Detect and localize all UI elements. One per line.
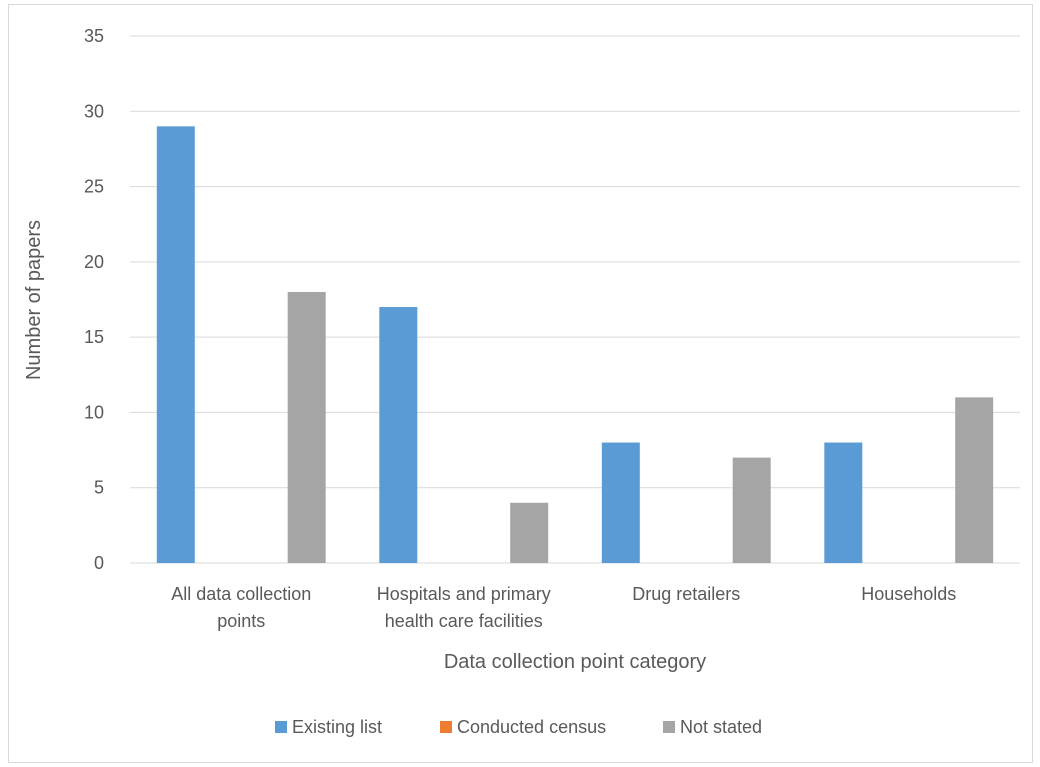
bar-not-stated <box>510 502 549 563</box>
x-axis-title: Data collection point category <box>444 651 706 673</box>
legend-label-conducted-census: Conducted census <box>457 717 606 737</box>
legend-swatch-conducted-census <box>440 721 452 733</box>
y-tick-label: 5 <box>94 478 104 498</box>
legend-swatch-not-stated <box>663 721 675 733</box>
y-tick-label: 10 <box>84 402 104 422</box>
legend-label-not-stated: Not stated <box>680 717 762 737</box>
bar-not-stated <box>287 291 326 563</box>
legend-label-existing-list: Existing list <box>292 717 382 737</box>
bar-existing-list <box>156 126 195 563</box>
x-tick-label: points <box>217 611 265 631</box>
bar-existing-list <box>379 307 418 563</box>
legend-swatch-existing-list <box>275 721 287 733</box>
y-tick-label: 30 <box>84 101 104 121</box>
bar-existing-list <box>601 442 640 563</box>
bar-existing-list <box>824 442 863 563</box>
x-tick-label: Households <box>861 584 956 604</box>
y-tick-label: 0 <box>94 553 104 573</box>
y-tick-label: 20 <box>84 252 104 272</box>
x-tick-label: health care facilities <box>385 611 543 631</box>
y-tick-label: 35 <box>84 26 104 46</box>
x-tick-label: Hospitals and primary <box>377 584 551 604</box>
y-axis-title: Number of papers <box>23 220 45 380</box>
bar-not-stated <box>732 457 771 563</box>
x-tick-label: All data collection <box>171 584 311 604</box>
x-tick-label: Drug retailers <box>632 584 740 604</box>
y-tick-label: 15 <box>84 327 104 347</box>
y-tick-label: 25 <box>84 177 104 197</box>
bar-not-stated <box>955 397 994 563</box>
